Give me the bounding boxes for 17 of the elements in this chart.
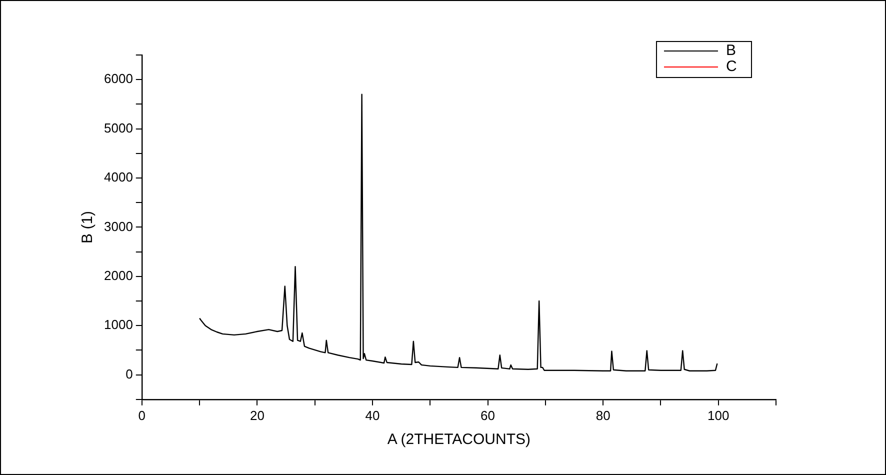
y-tick-label: 1000 (104, 317, 133, 332)
y-tick-label: 0 (126, 366, 133, 382)
x-tick-label: 0 (138, 408, 146, 423)
y-tick-label: 5000 (104, 120, 133, 136)
x-tick-label: 80 (596, 408, 610, 423)
y-axis-title: B (1) (79, 210, 96, 244)
x-axis-title: A (2THETACOUNTS) (387, 431, 530, 448)
x-tick-label: 100 (708, 408, 730, 423)
legend-label: C (726, 58, 737, 76)
x-tick-label: 20 (250, 408, 264, 423)
x-tick-label: 60 (480, 408, 496, 423)
y-tick-label: 2000 (104, 268, 133, 283)
y-tick-label: 6000 (104, 71, 133, 86)
x-tick-label: 40 (365, 408, 380, 423)
y-tick-label: 4000 (104, 170, 133, 185)
y-tick-label: 3000 (104, 218, 133, 234)
legend-label: B (726, 42, 736, 60)
